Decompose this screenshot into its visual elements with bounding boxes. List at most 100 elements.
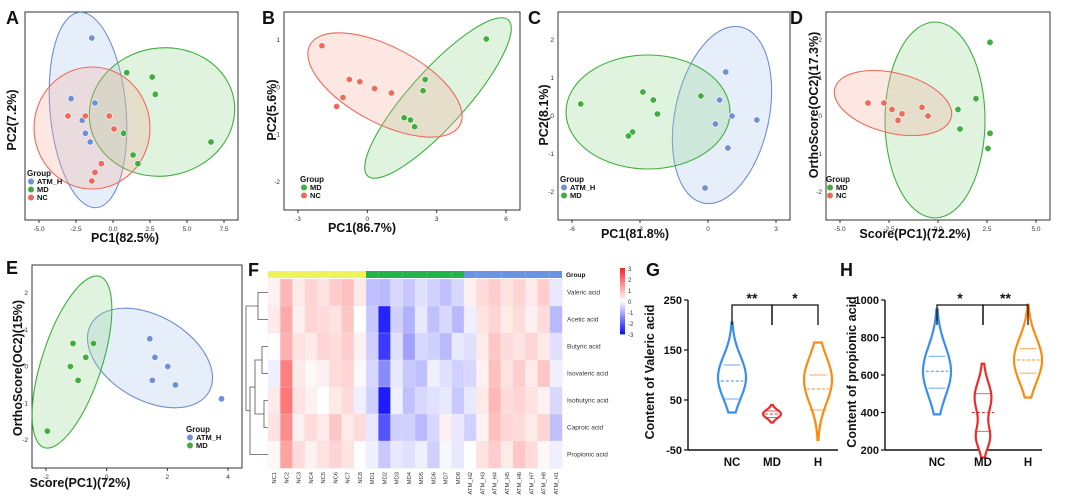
colorbar-tick: 0 bbox=[628, 300, 632, 306]
heatmap-cell bbox=[525, 359, 538, 388]
column-label: MD4 bbox=[407, 471, 413, 484]
x-axis-label: PC1(86.7%) bbox=[328, 221, 396, 235]
heatmap-cell bbox=[353, 305, 367, 334]
row-label: Isobutyric acid bbox=[567, 398, 609, 405]
group-bar-cell bbox=[329, 271, 342, 278]
heatmap-cell bbox=[353, 278, 367, 307]
group-bar-cell bbox=[464, 271, 477, 278]
heatmap-cell bbox=[488, 413, 502, 442]
heatmap-cell bbox=[402, 305, 416, 334]
x-tick-label: 4 bbox=[226, 474, 230, 481]
point-nc bbox=[880, 99, 888, 107]
heatmap-cell bbox=[341, 413, 355, 442]
legend-label: MD bbox=[37, 185, 49, 194]
y-tick-label: 600 bbox=[861, 370, 879, 382]
legend-title: Group bbox=[560, 175, 584, 184]
point-md bbox=[411, 123, 419, 131]
column-label: ATM_H8 bbox=[542, 472, 548, 494]
heatmap-cell bbox=[292, 386, 306, 415]
heatmap-cell bbox=[329, 440, 342, 469]
column-label: MD8 bbox=[456, 472, 462, 484]
heatmap-cell bbox=[316, 440, 330, 469]
point-atm_h bbox=[67, 95, 75, 103]
group-label: Group bbox=[566, 272, 586, 279]
heatmap-cell bbox=[488, 278, 502, 307]
colorbar-segment bbox=[620, 292, 625, 295]
point-atm_h bbox=[86, 138, 94, 146]
heatmap-cell bbox=[329, 386, 342, 415]
significance-bracket bbox=[936, 304, 984, 325]
heatmap-cell bbox=[537, 440, 551, 469]
y-tick-label: 1 bbox=[24, 327, 28, 334]
legend-title: Group bbox=[300, 175, 324, 184]
violin-h bbox=[802, 341, 834, 442]
y-tick-label: -1 bbox=[22, 400, 28, 407]
group-bar-cell bbox=[513, 271, 526, 278]
heatmap-cell bbox=[329, 332, 342, 361]
heatmap-cell bbox=[341, 305, 355, 334]
column-label: NC1 bbox=[272, 472, 278, 484]
heatmap-cell bbox=[267, 332, 281, 361]
legend-label: ATM_H bbox=[196, 433, 221, 442]
heatmap-cell bbox=[439, 440, 453, 469]
point-nc bbox=[110, 125, 118, 133]
heatmap-cell bbox=[304, 413, 318, 442]
heatmap-cell bbox=[402, 359, 416, 388]
legend-label: MD bbox=[310, 183, 322, 192]
x-tick-label: -2.5 bbox=[883, 226, 895, 233]
y-tick-label: 2 bbox=[24, 290, 28, 297]
x-tick-label: MD bbox=[763, 457, 781, 469]
heatmap-cell bbox=[280, 386, 293, 415]
column-label: MD5 bbox=[419, 472, 425, 484]
column-label: NC5 bbox=[321, 472, 327, 484]
colorbar-segment bbox=[620, 309, 625, 313]
heatmap-cell bbox=[463, 413, 477, 442]
column-label: ATM_H6 bbox=[517, 472, 523, 494]
column-label: ATM_H2 bbox=[468, 472, 474, 494]
y-tick-label: 200 bbox=[861, 445, 879, 457]
colorbar-segment bbox=[620, 298, 625, 302]
y-tick-label: -1 bbox=[274, 132, 280, 139]
heatmap-cell bbox=[476, 332, 489, 361]
legend-label: ATM_H bbox=[570, 183, 595, 192]
group-bar-cell bbox=[476, 271, 489, 278]
legend-label: NC bbox=[310, 191, 321, 200]
column-label: NC7 bbox=[346, 472, 352, 484]
heatmap-cell bbox=[427, 332, 440, 361]
heatmap-cell bbox=[500, 440, 514, 469]
point-atm_h bbox=[724, 144, 732, 152]
heatmap-cell bbox=[378, 305, 391, 334]
heatmap-cell bbox=[537, 332, 551, 361]
point-atm_h bbox=[81, 129, 89, 137]
heatmap-cell bbox=[329, 359, 342, 388]
x-tick-label: 7.5 bbox=[219, 226, 228, 233]
colorbar-segment bbox=[620, 303, 625, 306]
heatmap-cell bbox=[378, 278, 391, 307]
heatmap-cell bbox=[537, 359, 551, 388]
x-tick-label: NC bbox=[724, 457, 741, 469]
column-label: NC2 bbox=[284, 472, 290, 484]
violin-md bbox=[973, 362, 993, 459]
colorbar-segment bbox=[620, 287, 625, 291]
heatmap-cell bbox=[512, 386, 526, 415]
heatmap-cell bbox=[414, 386, 428, 415]
heatmap-cell bbox=[427, 305, 440, 334]
colorbar-segment bbox=[620, 279, 625, 282]
y-axis-label: PC2(7.2%) bbox=[5, 89, 19, 150]
legend-swatch-md bbox=[561, 192, 567, 199]
confidence-ellipse-nc bbox=[833, 69, 953, 137]
heatmap-cell bbox=[365, 305, 379, 334]
column-label: NC3 bbox=[297, 472, 303, 484]
heatmap-cell bbox=[439, 359, 453, 388]
legend-label: ATM_H bbox=[37, 177, 62, 186]
point-md bbox=[120, 129, 128, 137]
heatmap-cell bbox=[463, 440, 477, 469]
colorbar-tick: -2 bbox=[628, 322, 634, 328]
colorbar-segment bbox=[620, 307, 625, 311]
panel-label: E bbox=[6, 258, 18, 278]
x-tick-label: 5.0 bbox=[182, 226, 191, 233]
point-md bbox=[954, 106, 962, 114]
heatmap-cell bbox=[549, 305, 563, 334]
heatmap-cell bbox=[390, 332, 404, 361]
